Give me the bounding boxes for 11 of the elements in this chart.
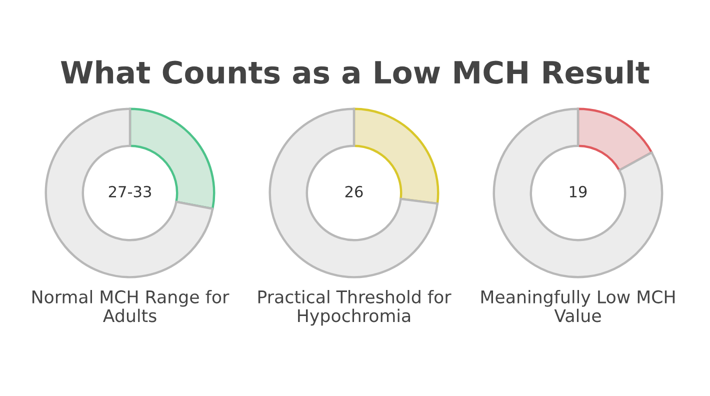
text: 26 xyxy=(345,186,363,198)
text: Meaningfully Low MCH Value xyxy=(481,290,675,322)
donut-slice xyxy=(492,108,664,278)
text: 27-33 xyxy=(108,186,151,198)
text: Practical Threshold for Hypochromia xyxy=(258,290,452,326)
donut-slice xyxy=(44,108,214,278)
donut-slice xyxy=(268,108,439,278)
donut-slice xyxy=(576,108,653,172)
text: What Counts as a Low MCH Result xyxy=(60,60,650,84)
text: 19 xyxy=(570,186,587,198)
text: Normal MCH Range for Adults xyxy=(32,290,230,322)
